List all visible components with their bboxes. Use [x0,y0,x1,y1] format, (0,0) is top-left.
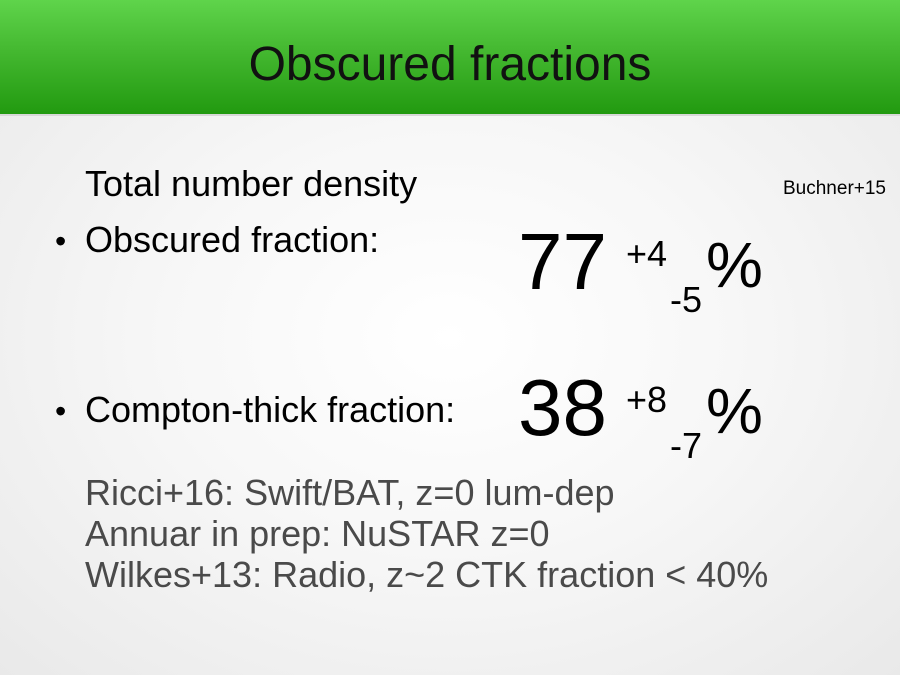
obscured-fraction-lower-error: -5 [670,279,703,320]
citation: Buchner+15 [783,178,886,199]
reference-line: Wilkes+13: Radio, z~2 CTK fraction < 40% [85,554,769,595]
obscured-fraction-unit: % [706,229,763,301]
bullet-marker: • [55,393,67,429]
compton-thick-fraction-lower-error: -7 [670,425,703,466]
compton-thick-fraction-label: Compton-thick fraction: [85,389,456,430]
bullet-marker: • [55,223,67,259]
reference-line: Ricci+16: Swift/BAT, z=0 lum-dep [85,472,615,513]
references: Ricci+16: Swift/BAT, z=0 lum-dep Annuar … [85,472,768,595]
compton-thick-fraction-value: 38 [518,363,607,452]
title-bar: Obscured fractions [0,0,900,116]
obscured-fraction-label: Obscured fraction: [85,219,380,260]
compton-thick-fraction-upper-error: +8 [626,379,668,420]
compton-thick-fraction-unit: % [706,375,763,447]
slide-title: Obscured fractions [248,38,652,91]
obscured-fraction-upper-error: +4 [626,233,668,274]
reference-line: Annuar in prep: NuSTAR z=0 [85,513,550,554]
obscured-fraction-value: 77 [518,217,607,306]
subheading: Total number density [85,163,418,204]
